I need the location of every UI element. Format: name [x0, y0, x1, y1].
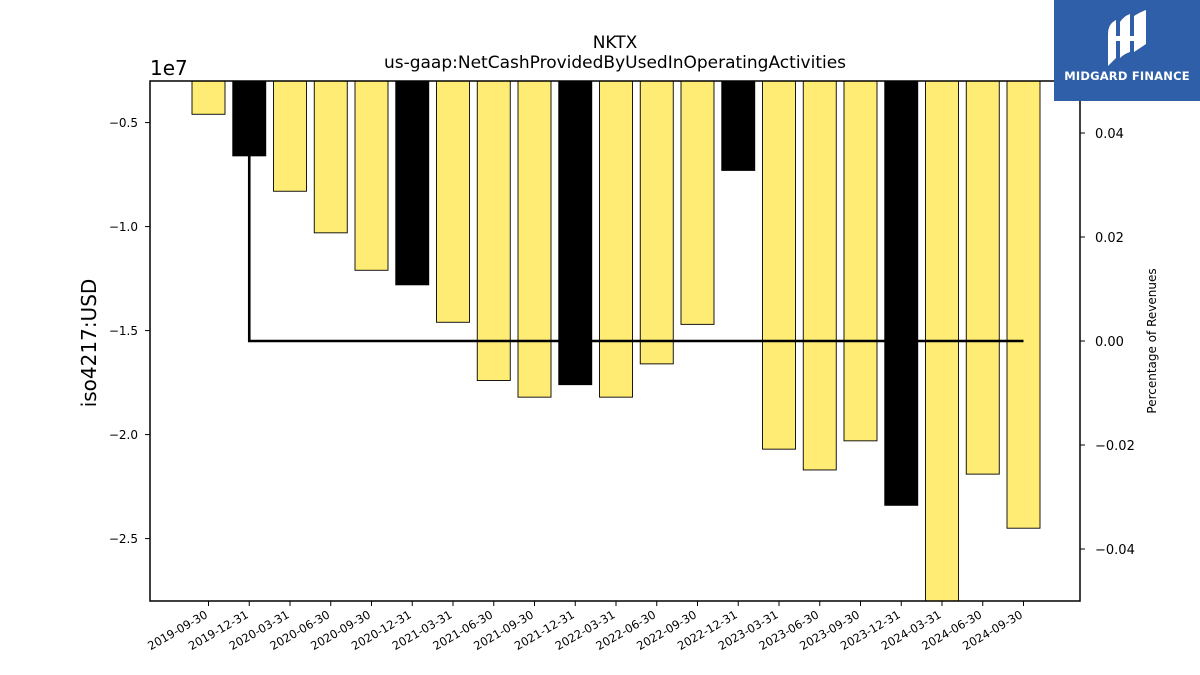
y-offset-text: 1e7	[150, 56, 188, 80]
percentage-line-group	[247, 81, 1024, 343]
bar-2019-09-30	[191, 80, 226, 115]
bar-2024-09-30	[1006, 80, 1041, 529]
midgard-logo-icon	[1108, 10, 1146, 66]
bar-2023-09-30	[843, 80, 878, 442]
y2-tick-label: −0.02	[1095, 439, 1135, 454]
y2-tick-label: 0.02	[1095, 231, 1124, 246]
bar-2024-06-30	[965, 80, 1000, 475]
bar-2023-03-31	[762, 80, 796, 450]
bar-2020-09-30	[354, 80, 389, 271]
logo-text: MIDGARD FINANCE	[1064, 69, 1190, 83]
y2-tick-label: −0.04	[1095, 543, 1135, 558]
bar-2020-03-31	[273, 80, 307, 192]
y-tick-label: −1.0	[109, 220, 138, 234]
bar-2022-12-31	[721, 80, 756, 171]
right-y-axis: 0.04 0.02 0.00 −0.02 −0.04	[1080, 127, 1135, 558]
bar-2022-03-31	[599, 80, 633, 398]
bar-2022-09-30	[680, 80, 715, 325]
x-axis: 2019-09-302019-12-312020-03-312020-06-30…	[145, 601, 1025, 653]
y2-tick-label: 0.04	[1095, 127, 1124, 142]
y2-axis-label: Percentage of Revenues	[1145, 268, 1159, 413]
bar-2020-12-31	[395, 80, 430, 286]
bar-2021-12-31	[558, 80, 593, 386]
y2-tick-label: 0.00	[1095, 335, 1124, 350]
bar-2020-06-30	[313, 80, 348, 234]
bar-2023-06-30	[802, 80, 837, 471]
left-y-axis: −0.5 −1.0 −1.5 −2.0 −2.5	[109, 116, 150, 546]
chart-title-line1: NKTX	[593, 33, 638, 53]
y-tick-label: −2.0	[109, 428, 138, 442]
y-tick-label: −1.5	[109, 324, 138, 338]
bar-2021-09-30	[517, 80, 552, 398]
bar-2021-06-30	[476, 80, 511, 381]
chart-title-line2: us-gaap:NetCashProvidedByUsedInOperating…	[384, 53, 846, 73]
y-tick-label: −2.5	[109, 532, 138, 546]
y-tick-label: −0.5	[109, 116, 138, 130]
percentage-line	[247, 81, 1024, 343]
bar-2023-12-31	[884, 80, 919, 506]
midgard-finance-logo: MIDGARD FINANCE	[1054, 0, 1200, 101]
bars-group	[191, 80, 1041, 602]
bar-2022-06-30	[639, 80, 674, 365]
bar-2021-03-31	[436, 80, 470, 323]
y-axis-label: iso4217:USD	[77, 279, 101, 408]
